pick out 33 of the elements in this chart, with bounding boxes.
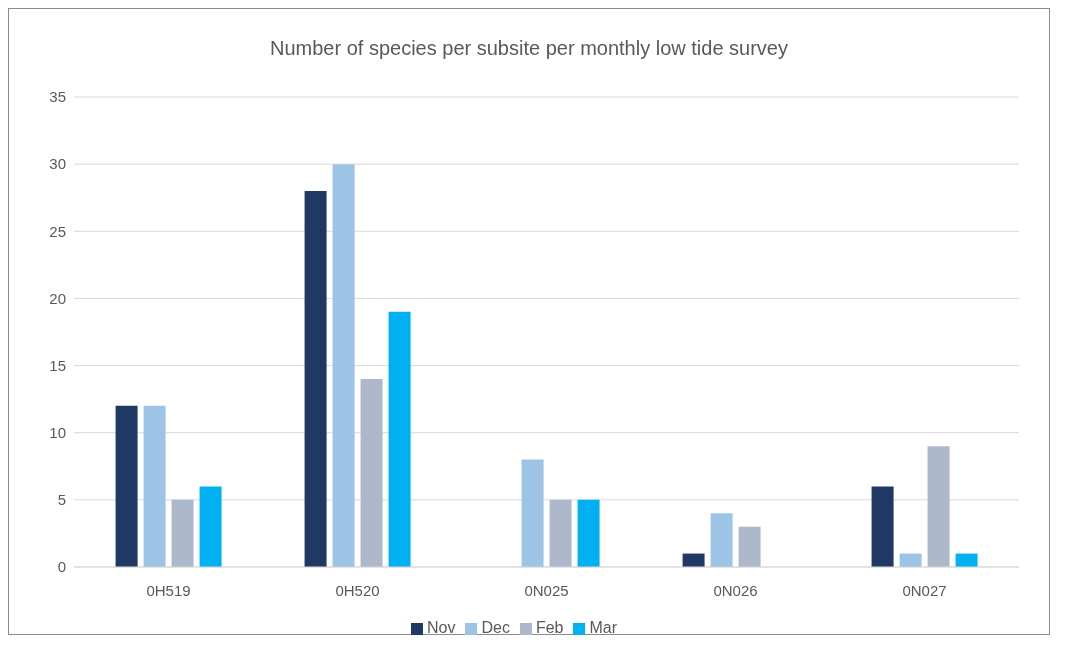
bar [332,164,355,567]
legend-label: Nov [426,619,456,636]
bar [871,486,894,567]
bar [115,405,138,567]
x-tick-label: 0N026 [713,581,758,599]
y-tick-label: 15 [49,356,66,374]
bar [738,526,761,567]
chart-title: Number of species per subsite per monthly low tide survey [269,36,789,61]
bar [521,459,544,567]
x-tick-label: 0H519 [146,581,191,599]
y-tick-label: 30 [49,155,66,173]
bar [927,446,950,567]
bar [143,405,166,567]
legend-label: Mar [589,619,618,636]
bar [577,499,600,567]
y-tick-label: 20 [49,289,66,307]
bar [388,311,411,567]
bar [199,486,222,567]
y-tick-label: 25 [49,222,66,240]
x-tick-label: 0N027 [902,581,947,599]
y-tick-label: 5 [57,491,66,509]
x-tick-label: 0N025 [524,581,569,599]
y-tick-label: 0 [57,558,66,576]
bar [304,191,327,567]
y-tick-label: 35 [49,88,66,106]
x-tick-label: 0H520 [335,581,380,599]
y-tick-label: 10 [49,424,66,442]
bar [549,499,572,567]
bar [171,499,194,567]
legend-label: Feb [535,619,564,636]
bar [710,513,733,567]
bar [360,379,383,567]
legend-label: Dec [481,619,510,636]
